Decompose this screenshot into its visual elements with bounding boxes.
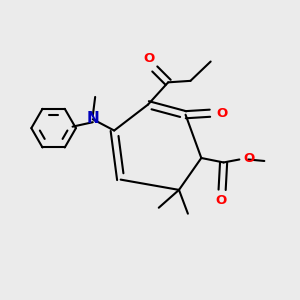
Text: O: O <box>215 194 226 207</box>
Text: O: O <box>217 107 228 120</box>
Text: O: O <box>244 152 255 165</box>
Text: N: N <box>86 111 99 126</box>
Text: O: O <box>143 52 154 64</box>
